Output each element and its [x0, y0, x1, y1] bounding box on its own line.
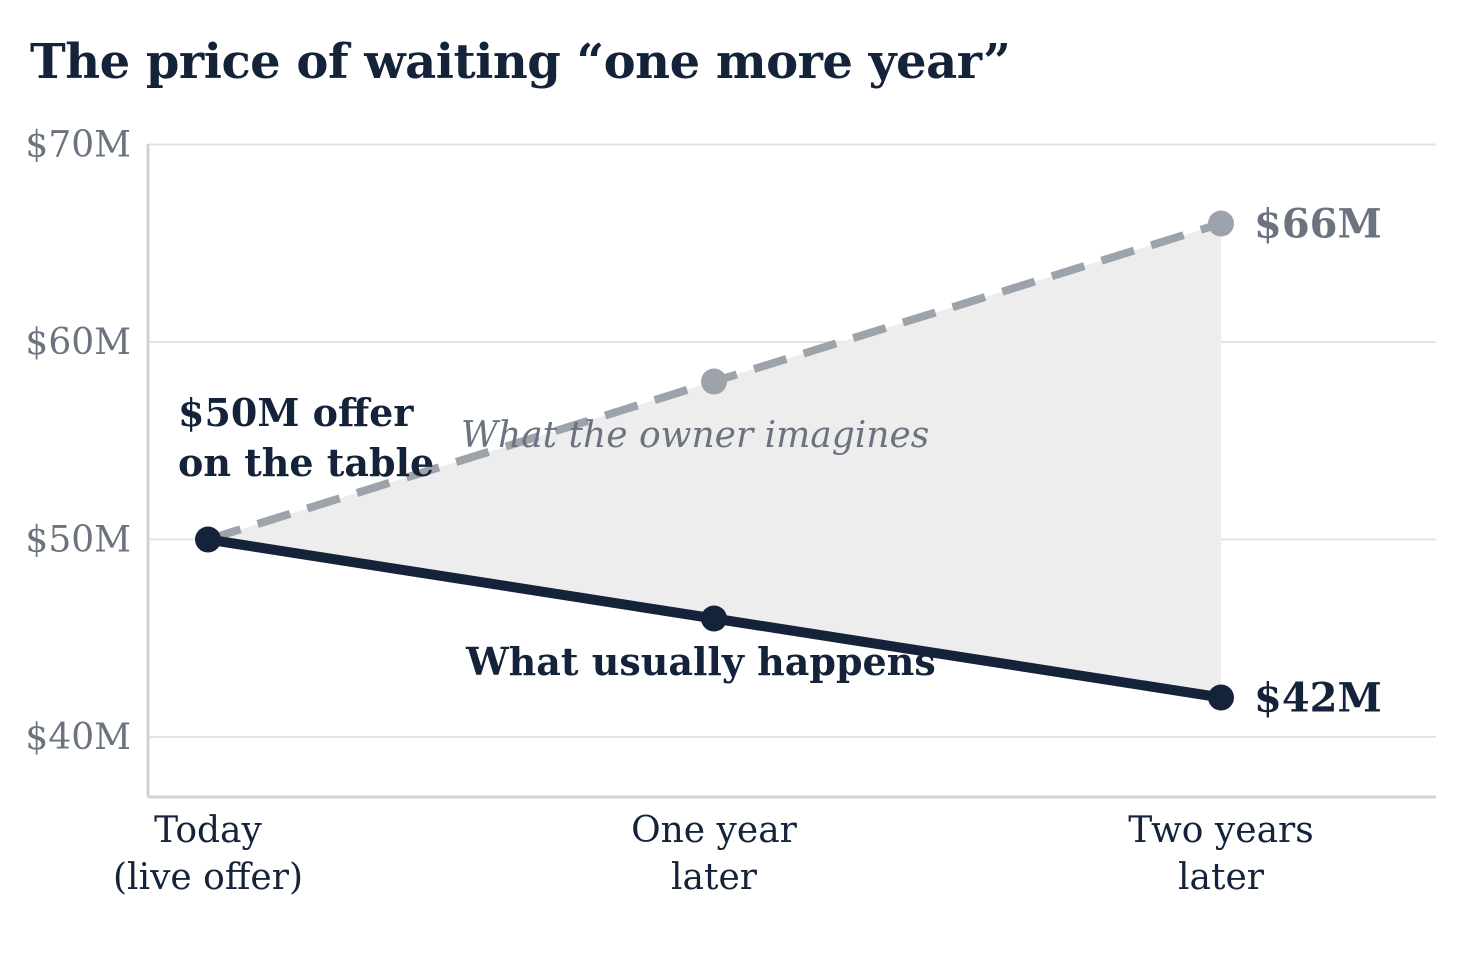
annotation-actual: What usually happens [465, 639, 936, 684]
annotation-imagined: What the owner imagines [461, 415, 929, 456]
annotation-start-offer: $50M offer on the table [178, 390, 434, 485]
y-tick-label: $70M [25, 125, 131, 166]
data-point-actual [701, 605, 727, 632]
y-tick-label: $60M [25, 322, 131, 363]
chart-annotations: $66M $42M What the owner imagines What usua… [178, 201, 1382, 722]
x-tick-label: One year later [631, 810, 798, 898]
data-points [195, 210, 1234, 711]
data-point-imagined [1208, 210, 1234, 237]
axes [146, 144, 1436, 799]
x-tick-labels: Today (live offer) One year later Two years l… [113, 810, 1314, 898]
y-tick-labels: $40M $50M $60M $70M [25, 125, 131, 759]
end-label-actual: $42M [1254, 675, 1382, 722]
data-point-actual [195, 526, 221, 553]
data-point-actual [1208, 684, 1234, 711]
y-tick-label: $50M [25, 520, 131, 561]
y-tick-label: $40M [25, 717, 131, 758]
x-tick-label: Today (live offer) [113, 810, 303, 898]
x-tick-label: Two years later [1128, 810, 1313, 898]
end-label-imagined: $66M [1254, 201, 1382, 248]
data-point-imagined [701, 368, 727, 395]
chart-title: The price of waiting “one more year” [30, 34, 1011, 90]
